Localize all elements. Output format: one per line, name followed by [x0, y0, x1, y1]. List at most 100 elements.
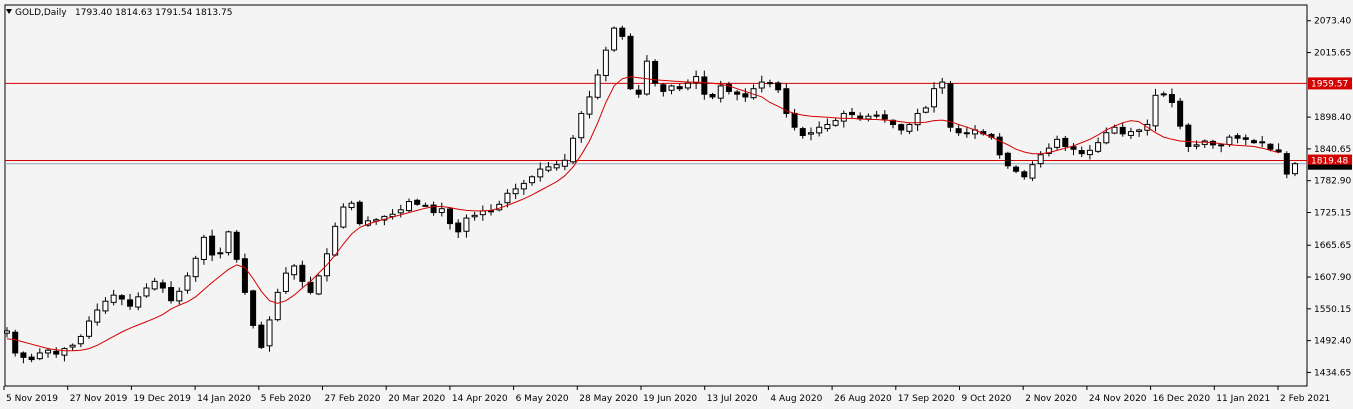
candle-body: [570, 137, 577, 163]
candle-body: [775, 82, 782, 91]
y-tick-label: 1782.90: [1314, 177, 1351, 187]
candle-body: [28, 356, 35, 361]
candle-body: [36, 352, 43, 360]
candle-body: [184, 275, 191, 291]
candle-body: [86, 320, 93, 337]
candle-body: [643, 60, 650, 95]
candle: [438, 202, 445, 217]
x-tick-label: 2 Nov 2020: [1025, 394, 1077, 404]
candle-body: [1103, 132, 1110, 144]
level-price-label: 1819.48: [1311, 157, 1348, 167]
candle-body: [512, 188, 519, 195]
candle: [824, 118, 831, 132]
candle: [709, 92, 716, 100]
candle-body: [405, 201, 412, 212]
level-price-label: 1959.57: [1311, 79, 1348, 89]
candle-body: [1259, 141, 1266, 144]
candle-body: [537, 168, 544, 178]
candle: [209, 229, 216, 262]
candle-body: [159, 282, 166, 289]
candle: [602, 46, 609, 82]
candle: [348, 200, 355, 211]
candle-body: [356, 201, 363, 225]
candle-body: [332, 225, 339, 256]
candle-body: [1160, 93, 1167, 96]
candle: [643, 55, 650, 96]
candle: [1070, 143, 1077, 156]
candle-body: [561, 159, 568, 167]
candle-body: [611, 27, 618, 51]
candle-body: [455, 222, 462, 233]
candle-body: [12, 331, 19, 354]
chevron-down-icon[interactable]: [6, 9, 12, 14]
candle: [783, 83, 790, 118]
candle: [414, 198, 421, 206]
x-tick-label: 9 Oct 2020: [962, 394, 1012, 404]
candle-body: [725, 83, 732, 92]
candle-body: [783, 88, 790, 114]
candle-body: [1267, 143, 1274, 150]
candle-body: [504, 192, 511, 204]
candle-body: [151, 280, 158, 290]
candle-body: [135, 296, 142, 308]
candle: [159, 279, 166, 293]
plot-frame: [4, 4, 1308, 387]
candle-body: [1185, 124, 1192, 147]
candle-body: [684, 82, 691, 89]
candle: [1160, 91, 1167, 97]
x-tick-label: 5 Nov 2019: [6, 394, 58, 404]
x-tick-label: 14 Jan 2020: [197, 394, 251, 404]
candle-body: [217, 252, 224, 255]
y-tick-label: 1840.65: [1314, 145, 1351, 155]
y-tick-label: 1898.40: [1314, 113, 1351, 123]
candle-body: [4, 330, 10, 334]
x-tick-label: 14 Apr 2020: [452, 394, 508, 404]
x-tick-label: 17 Sep 2020: [898, 394, 955, 404]
candle: [1136, 128, 1143, 137]
candle: [898, 123, 905, 135]
candle: [1045, 143, 1052, 157]
candle-body: [832, 120, 839, 126]
candle: [299, 260, 306, 288]
candle-body: [200, 236, 207, 260]
candle-body: [873, 114, 880, 117]
candle-body: [430, 204, 437, 214]
candle: [553, 160, 560, 171]
ohlc-readout: 1793.40 1814.63 1791.54 1813.75: [75, 8, 232, 18]
candle-body: [529, 176, 536, 184]
candle-body: [20, 352, 27, 358]
y-tick-label: 1550.15: [1314, 305, 1351, 315]
candle: [840, 110, 847, 128]
candle: [463, 214, 470, 238]
candle: [184, 272, 191, 294]
candle: [1218, 143, 1225, 153]
candle: [1250, 138, 1257, 144]
candle: [676, 83, 683, 92]
candle: [118, 294, 125, 306]
candle-body: [955, 128, 962, 134]
candle: [430, 201, 437, 216]
candle-body: [274, 291, 281, 321]
candle: [53, 347, 60, 358]
candle: [1029, 161, 1036, 181]
candle: [233, 230, 240, 263]
plot-area[interactable]: [4, 4, 1308, 387]
candle-body: [1226, 136, 1233, 145]
candle-series: [4, 25, 1298, 364]
x-tick-label: 5 Feb 2020: [261, 394, 312, 404]
x-tick-label: 19 Jun 2020: [643, 394, 697, 404]
symbol-label: GOLD,Daily: [15, 8, 67, 18]
candle-body: [898, 124, 905, 131]
candle-body: [1242, 137, 1249, 140]
candle-body: [118, 295, 125, 300]
candle: [225, 230, 232, 256]
candle: [775, 81, 782, 94]
x-tick-label: 19 Dec 2019: [133, 394, 191, 404]
candle-body: [1283, 153, 1290, 175]
candle: [422, 202, 429, 207]
candle-body: [397, 209, 404, 214]
candle: [504, 189, 511, 208]
candle: [291, 264, 298, 280]
candle: [1259, 135, 1266, 148]
